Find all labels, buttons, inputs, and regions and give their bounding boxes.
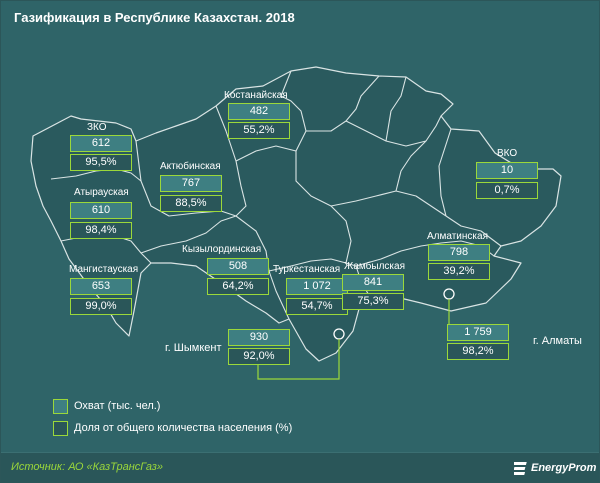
kazakhstan-outline: [30, 66, 562, 362]
share-zko: 95,5%: [70, 154, 132, 171]
map-title: Газификация в Республике Казахстан. 2018: [14, 10, 295, 25]
coverage-turkestan: 1 072: [286, 278, 348, 295]
region-label-aktobe: Актюбинская: [160, 161, 221, 172]
shymkent-leader-line: [257, 339, 340, 380]
coverage-mangistau: 653: [70, 278, 132, 295]
legend-coverage-label: Охват (тыс. чел.): [74, 400, 161, 412]
legend-coverage-swatch: [53, 399, 68, 414]
legend-share-swatch: [53, 421, 68, 436]
legend-share-label: Доля от общего количества населения (%): [74, 422, 293, 434]
share-kostanay: 55,2%: [228, 122, 290, 139]
share-mangistau: 99,0%: [70, 298, 132, 315]
region-label-almaty: Алматинская: [427, 231, 488, 242]
region-label-kostanay: Костанайская: [224, 90, 288, 101]
coverage-almaty-region: 798: [428, 244, 490, 261]
footer-bar: [1, 452, 599, 482]
share-vko: 0,7%: [476, 182, 538, 199]
share-turkestan: 54,7%: [286, 298, 348, 315]
share-atyrau: 98,4%: [70, 222, 132, 239]
share-kyzylorda: 64,2%: [207, 278, 269, 295]
region-label-kyzylorda: Кызылординская: [182, 244, 262, 255]
region-label-turkestan: Туркестанская: [273, 264, 341, 275]
share-almaty-city: 98,2%: [447, 343, 509, 360]
region-label-atyrau: Атырауская: [74, 187, 129, 198]
coverage-atyrau: 610: [70, 202, 132, 219]
region-label-zko: ЗКО: [87, 122, 107, 133]
coverage-aktobe: 767: [160, 175, 222, 192]
coverage-almaty-city: 1 759: [447, 324, 509, 341]
coverage-zhambyl: 841: [342, 274, 404, 291]
coverage-zko: 612: [70, 135, 132, 152]
share-shymkent: 92,0%: [228, 348, 290, 365]
region-label-vko: ВКО: [497, 148, 518, 159]
share-almaty-region: 39,2%: [428, 263, 490, 280]
region-label-zhambyl: Жамбылская: [344, 261, 405, 272]
brand-name: EnergyProm: [531, 462, 597, 474]
coverage-vko: 10: [476, 162, 538, 179]
coverage-kyzylorda: 508: [207, 258, 269, 275]
energyprom-logo-icon: [514, 462, 527, 475]
coverage-kostanay: 482: [228, 103, 290, 120]
city-label-almaty: г. Алматы: [533, 335, 582, 347]
share-zhambyl: 75,3%: [342, 293, 404, 310]
share-aktobe: 88,5%: [160, 195, 222, 212]
region-label-mangistau: Мангистауская: [69, 264, 139, 275]
city-label-shymkent: г. Шымкент: [165, 342, 222, 354]
coverage-shymkent: 930: [228, 329, 290, 346]
source-note: Источник: АО «КазТрансГаз»: [11, 461, 163, 473]
